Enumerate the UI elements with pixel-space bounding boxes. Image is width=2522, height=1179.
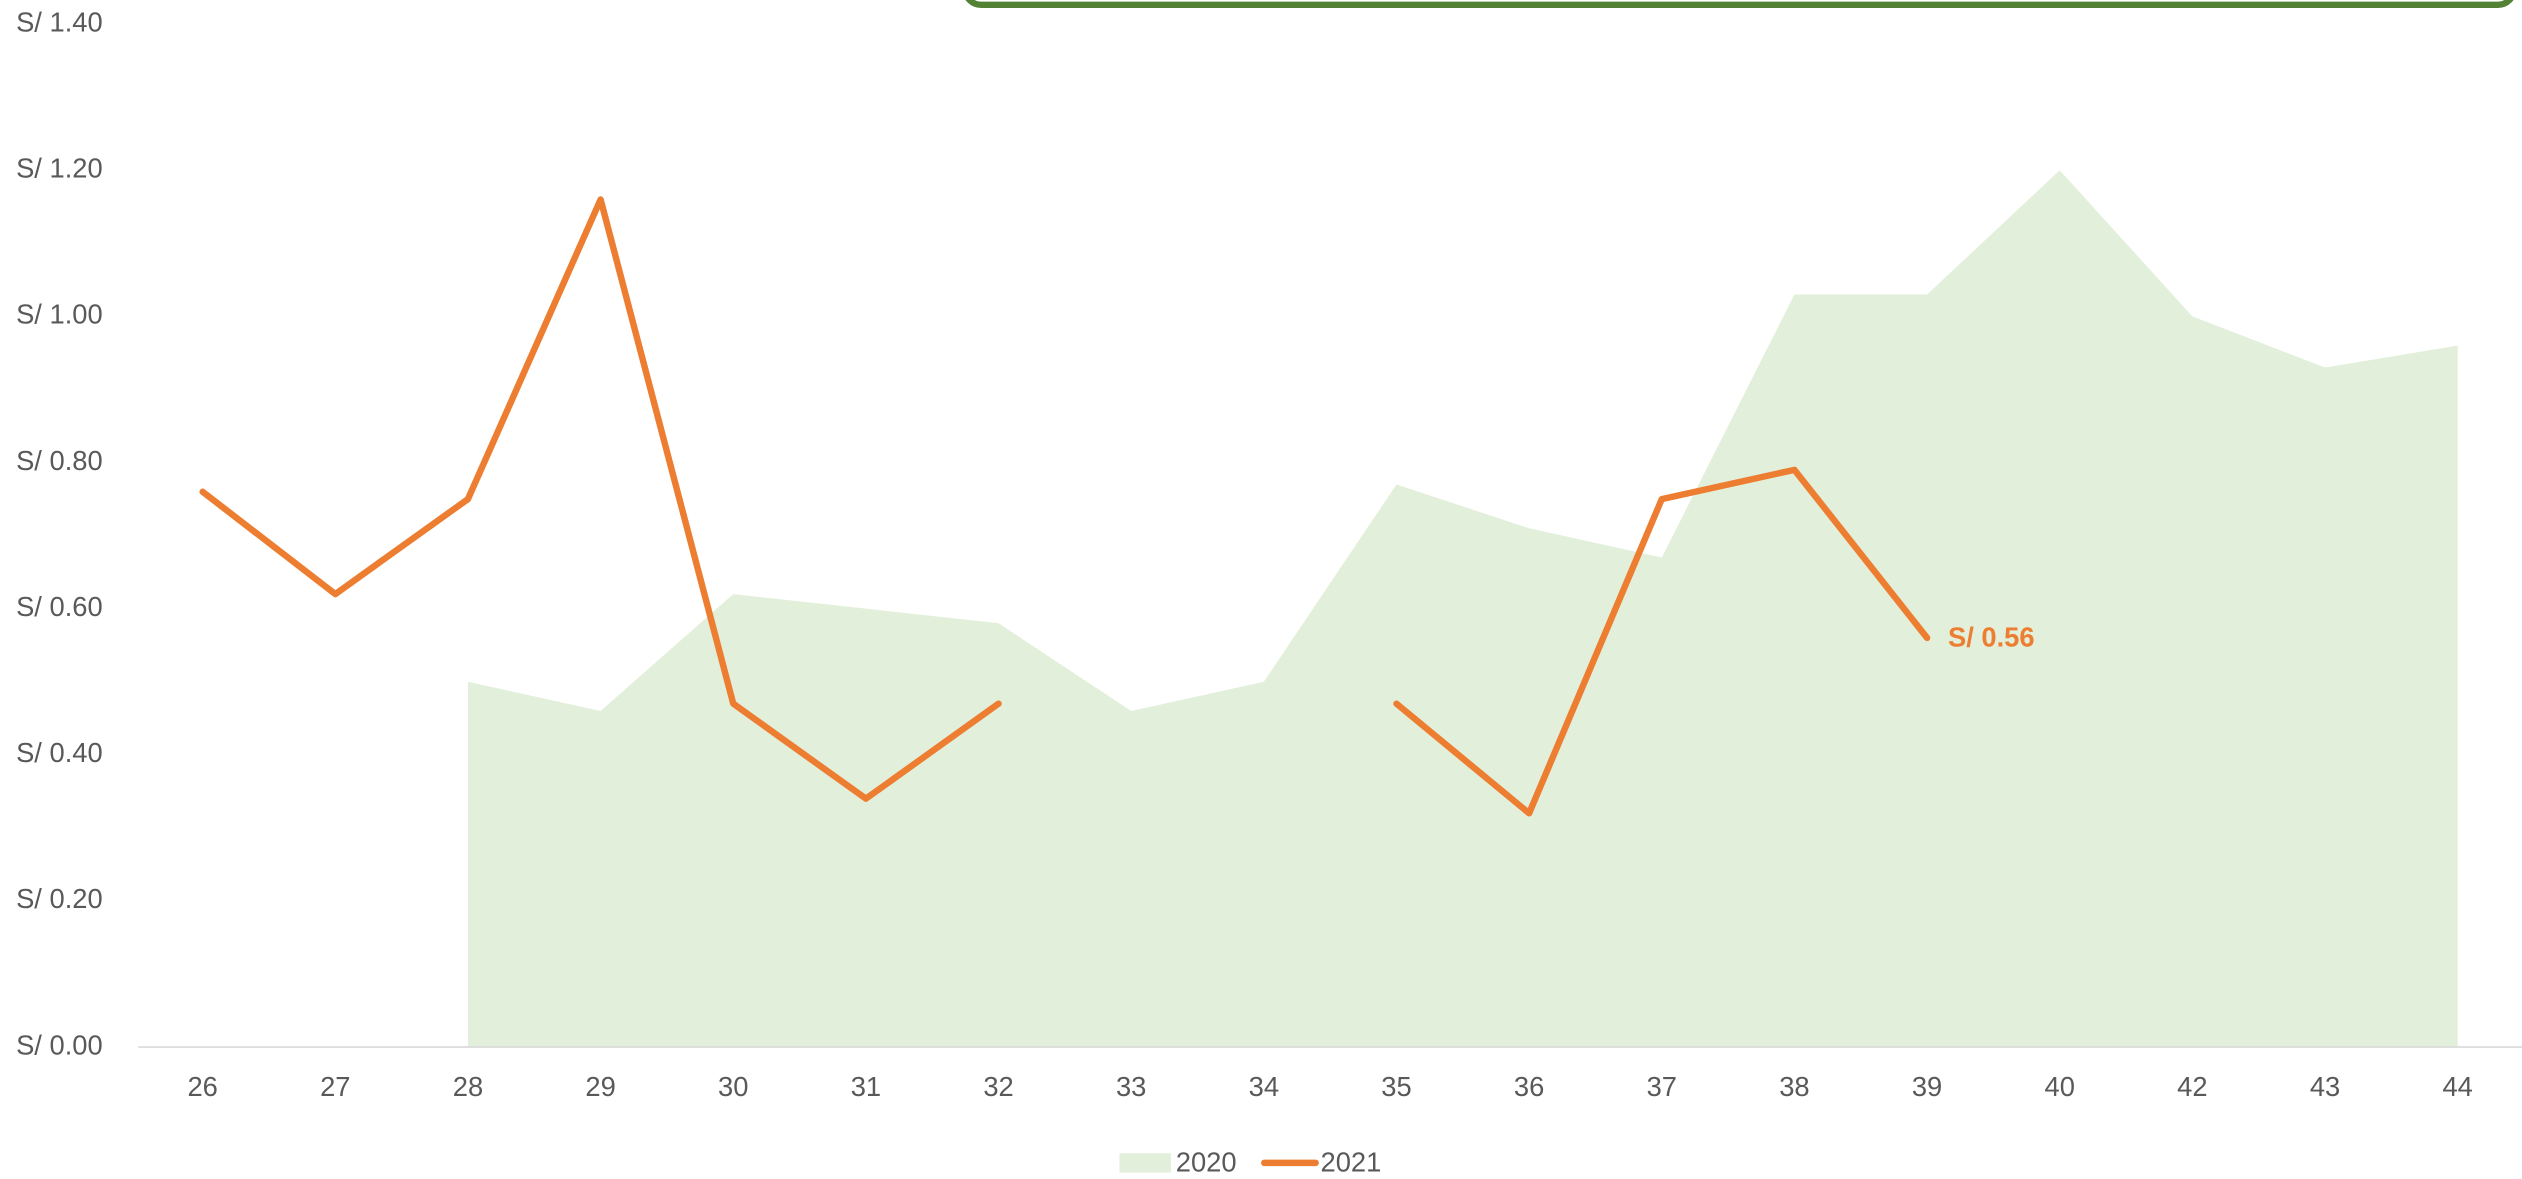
x-tick-label: 39 [1912, 1071, 1942, 1102]
x-tick-label: 35 [1381, 1071, 1411, 1102]
legend-label: 2020 [1176, 1147, 1237, 1178]
x-tick-label: 44 [2442, 1071, 2472, 1102]
y-tick-label: S/ 0.20 [16, 883, 103, 914]
x-tick-label: 42 [2177, 1071, 2207, 1102]
x-tick-label: 38 [1779, 1071, 1809, 1102]
x-tick-label: 37 [1647, 1071, 1677, 1102]
data-label: S/ 0.56 [1948, 622, 2035, 653]
x-tick-label: 40 [2045, 1071, 2075, 1102]
y-tick-label: S/ 0.40 [16, 737, 103, 768]
y-tick-label: S/ 0.00 [16, 1029, 103, 1060]
x-tick-label: 30 [718, 1071, 748, 1102]
y-tick-label: S/ 1.00 [16, 299, 103, 330]
line [199, 196, 1931, 817]
y-tick-label: S/ 1.20 [16, 152, 103, 183]
x-tick-label: 34 [1249, 1071, 1279, 1102]
legend-swatch [1119, 1153, 1171, 1173]
x-tick-label: 27 [320, 1071, 350, 1102]
x-tick-label: 36 [1514, 1071, 1544, 1102]
y-tick-label: S/ 1.40 [16, 6, 103, 37]
legend-label: 2021 [1321, 1147, 1382, 1178]
x-tick-label: 28 [453, 1071, 483, 1102]
x-tick-label: 26 [187, 1071, 217, 1102]
area [467, 170, 2458, 1048]
x-tick-label: 33 [1116, 1071, 1146, 1102]
x-tick-label: 29 [585, 1071, 615, 1102]
y-tick-label: S/ 0.80 [16, 445, 103, 476]
x-tick-label: 43 [2310, 1071, 2340, 1102]
x-tick-label: 31 [851, 1071, 881, 1102]
header-panel-edge [965, 0, 2514, 9]
y-tick-label: S/ 0.60 [16, 591, 103, 622]
x-tick-label: 32 [983, 1071, 1013, 1102]
